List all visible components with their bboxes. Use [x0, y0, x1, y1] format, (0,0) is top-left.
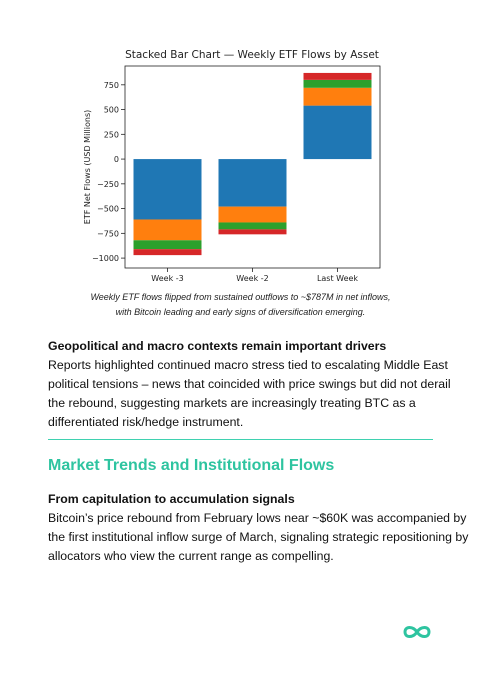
bar-segment [218, 229, 287, 235]
y-tick-label: −1000 [92, 254, 119, 263]
subheading: From capitulation to accumulation signal… [48, 492, 295, 506]
caption: Weekly ETF flows flipped from sustained … [90, 292, 391, 302]
y-tick-label: 750 [104, 81, 119, 90]
y-axis-label: ETF Net Flows (USD Millions) [83, 110, 92, 224]
bar-segment [303, 72, 372, 80]
bar-segment [133, 240, 202, 250]
x-tick-label: Week -2 [236, 274, 268, 283]
section-title: Market Trends and Institutional Flows [48, 457, 335, 474]
subheading: Geopolitical and macro contexts remain i… [48, 339, 387, 353]
divider [48, 439, 433, 440]
paragraph-line: the first institutional inflow surge of … [48, 530, 469, 544]
bar-segment [133, 219, 202, 241]
paragraph-line: political tensions – news that coincided… [48, 377, 451, 391]
y-tick-label: −500 [97, 205, 119, 214]
caption: with Bitcoin leading and early signs of … [115, 307, 366, 317]
bar-segment [303, 105, 372, 160]
bar-segment [218, 222, 287, 230]
logo [403, 626, 431, 638]
paragraph-line: Bitcoin’s price rebound from February lo… [48, 511, 467, 525]
bar-segment [133, 249, 202, 256]
paragraph-line: allocators who view the current range as… [48, 549, 334, 563]
bar-segment [303, 87, 372, 106]
y-tick-label: 0 [114, 155, 119, 164]
chart: Stacked Bar Chart — Weekly ETF Flows by … [83, 49, 381, 283]
chart-title: Stacked Bar Chart — Weekly ETF Flows by … [125, 49, 379, 61]
x-tick-label: Last Week [317, 274, 358, 283]
y-tick-label: 500 [104, 106, 119, 115]
y-tick-label: −750 [97, 229, 119, 238]
plot-frame [124, 65, 381, 269]
bar-segment [218, 159, 287, 207]
paragraph-line: Reports highlighted continued macro stre… [48, 358, 448, 372]
bar-segment [218, 206, 287, 223]
x-tick-label: Week -3 [151, 274, 183, 283]
bar-segment [303, 79, 372, 88]
y-tick-label: −250 [97, 180, 119, 189]
paragraph-line: the rebound, suggesting markets are incr… [48, 396, 416, 410]
bar-segment [133, 159, 202, 220]
y-tick-label: 250 [104, 130, 119, 139]
paragraph-line: differentiated risk/hedge instrument. [48, 415, 244, 429]
